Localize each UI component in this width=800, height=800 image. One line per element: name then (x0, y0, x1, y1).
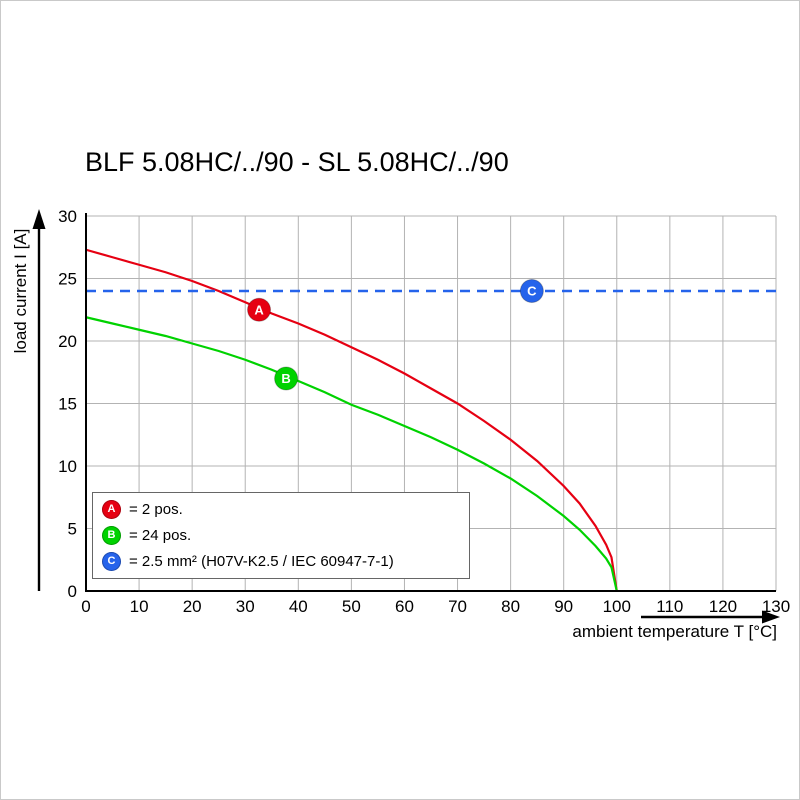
svg-text:90: 90 (554, 597, 573, 616)
svg-text:30: 30 (58, 207, 77, 226)
legend-label-series-b: = 24 pos. (129, 526, 192, 544)
svg-text:20: 20 (58, 332, 77, 351)
svg-text:5: 5 (68, 520, 77, 539)
svg-text:40: 40 (289, 597, 308, 616)
svg-text:0: 0 (68, 582, 77, 601)
chart-title: BLF 5.08HC/../90 - SL 5.08HC/../90 (85, 147, 509, 177)
svg-text:60: 60 (395, 597, 414, 616)
series-b-marker-icon: B (102, 525, 121, 545)
series-a-marker-icon: A (102, 500, 121, 520)
x-axis-label: ambient temperature T [°C] (572, 622, 777, 641)
series-c-marker-icon: C (102, 551, 121, 571)
svg-text:120: 120 (709, 597, 737, 616)
svg-text:15: 15 (58, 395, 77, 414)
legend-item-series-c: C = 2.5 mm² (H07V-K2.5 / IEC 60947-7-1) (102, 551, 460, 571)
svg-text:10: 10 (58, 457, 77, 476)
svg-text:130: 130 (762, 597, 790, 616)
svg-text:0: 0 (81, 597, 90, 616)
svg-text:70: 70 (448, 597, 467, 616)
svg-text:B: B (281, 371, 290, 386)
svg-text:25: 25 (58, 270, 77, 289)
svg-text:50: 50 (342, 597, 361, 616)
legend-item-series-a: A = 2 pos. (102, 500, 460, 520)
legend-label-series-c: = 2.5 mm² (H07V-K2.5 / IEC 60947-7-1) (129, 552, 394, 570)
svg-text:30: 30 (236, 597, 255, 616)
svg-text:A: A (254, 302, 264, 317)
svg-text:20: 20 (183, 597, 202, 616)
svg-text:C: C (527, 284, 537, 299)
svg-text:110: 110 (656, 597, 683, 616)
svg-text:80: 80 (501, 597, 520, 616)
legend-label-series-a: = 2 pos. (129, 501, 183, 519)
svg-text:10: 10 (130, 597, 149, 616)
legend: A = 2 pos. B = 24 pos. C = 2.5 mm² (H07V… (92, 492, 470, 579)
svg-text:100: 100 (603, 597, 631, 616)
legend-item-series-b: B = 24 pos. (102, 525, 460, 545)
